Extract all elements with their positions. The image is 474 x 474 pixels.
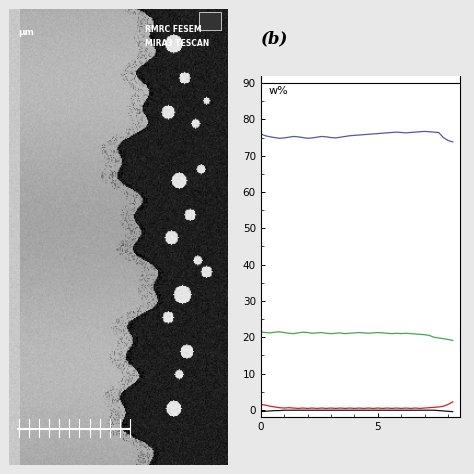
FancyBboxPatch shape [199, 12, 221, 30]
Text: (b): (b) [261, 30, 288, 47]
Text: μm: μm [18, 27, 34, 36]
Text: w%: w% [269, 86, 288, 96]
Text: RMRC FESEM: RMRC FESEM [145, 26, 201, 35]
Text: MIRA3 TESCAN: MIRA3 TESCAN [145, 39, 209, 48]
